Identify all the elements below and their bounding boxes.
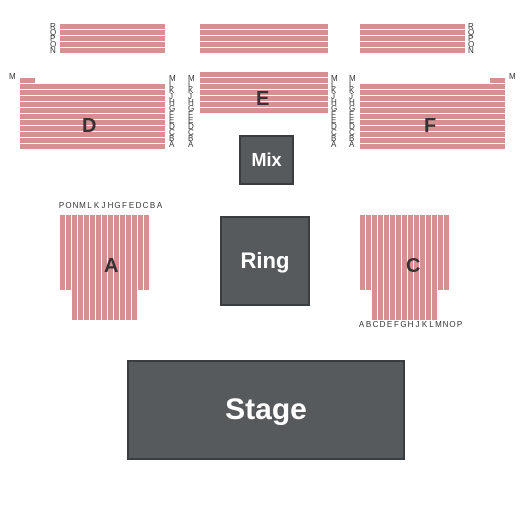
row-labels-c-bottom: ABCDEFGHJKLMNOP: [358, 322, 463, 328]
ring-box: Ring: [220, 216, 310, 306]
section-a-notch: [60, 294, 72, 324]
label-e: E: [256, 88, 269, 111]
row-labels-a-top: PONMLKJHGFEDCBA: [58, 203, 163, 209]
label-a: A: [104, 255, 118, 278]
row-labels-d-left: M: [9, 74, 16, 80]
label-f: F: [424, 115, 436, 138]
top-balcony-left[interactable]: [60, 24, 165, 54]
row-labels-d-right: MLKJHGFEDCBA: [169, 76, 176, 148]
label-d: D: [82, 115, 96, 138]
mix-label: Mix: [251, 150, 281, 171]
row-labels-f-left: MLKJHGFEDCBA: [349, 76, 356, 148]
top-balcony-center[interactable]: [200, 24, 328, 54]
label-c: C: [406, 255, 420, 278]
mix-box: Mix: [239, 135, 294, 185]
row-labels-f-right: M: [509, 74, 516, 80]
row-labels-e-left: MLKJHGFEDCBA: [188, 76, 195, 148]
top-balcony-right[interactable]: [360, 24, 465, 54]
row-labels-e-right: MLKJHGFEDCBA: [331, 76, 338, 148]
stage-label: Stage: [225, 393, 307, 427]
row-labels-top-left-l: RQPON: [50, 24, 56, 54]
seating-chart: RQPON RQPON D M MLKJHGFEDCBA E MLKJHGFED…: [0, 0, 525, 505]
stage-box: Stage: [127, 360, 405, 460]
section-a-notch2: [156, 294, 168, 324]
ring-label: Ring: [241, 248, 290, 274]
row-labels-top-right-r: RQPON: [468, 24, 474, 54]
